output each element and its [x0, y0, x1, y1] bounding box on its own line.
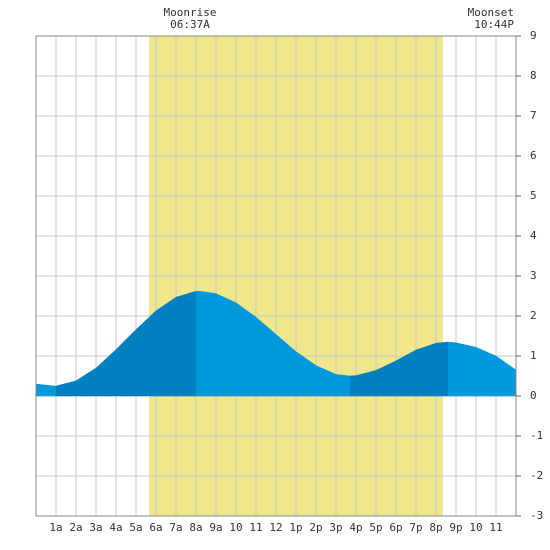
x-tick-label: 1a — [49, 521, 62, 534]
tide-area — [447, 341, 457, 397]
moonrise-title: Moonrise — [164, 6, 217, 19]
x-tick-label: 3a — [89, 521, 102, 534]
x-tick-label: 8a — [189, 521, 202, 534]
x-tick-label: 12 — [269, 521, 282, 534]
y-tick-label: 7 — [530, 109, 537, 122]
tide-area — [155, 296, 177, 397]
x-tick-label: 11 — [249, 521, 262, 534]
x-tick-label: 6p — [389, 521, 402, 534]
x-tick-label: 1p — [289, 521, 302, 534]
tide-area — [199, 290, 217, 397]
tide-area — [475, 346, 497, 397]
x-tick-label: 10 — [469, 521, 482, 534]
x-tick-label: 6a — [149, 521, 162, 534]
tide-area — [495, 355, 517, 397]
y-tick-label: 9 — [530, 29, 537, 42]
tide-area — [215, 293, 237, 397]
moonrise-time: 06:37A — [170, 18, 210, 31]
x-tick-label: 4p — [349, 521, 362, 534]
y-tick-label: 1 — [530, 349, 537, 362]
y-tick-label: 8 — [530, 69, 537, 82]
plot-frame — [35, 35, 517, 517]
y-tick-label: -2 — [530, 469, 543, 482]
tide-area — [115, 328, 137, 397]
x-tick-label: 11 — [489, 521, 502, 534]
tide-area — [455, 342, 477, 397]
x-tick-label: 3p — [329, 521, 342, 534]
y-tick-label: 6 — [530, 149, 537, 162]
y-tick-label: -1 — [530, 429, 543, 442]
x-tick-label: 2a — [69, 521, 82, 534]
tide-area — [175, 290, 197, 397]
x-tick-label: 10 — [229, 521, 242, 534]
tide-area — [195, 290, 201, 397]
tide-area — [435, 341, 449, 397]
y-tick-label: -3 — [530, 509, 543, 522]
x-tick-label: 7p — [409, 521, 422, 534]
tide-area — [349, 375, 357, 397]
y-tick-label: 3 — [530, 269, 537, 282]
tide-area — [135, 310, 157, 397]
x-tick-label: 9a — [209, 521, 222, 534]
x-tick-label: 8p — [429, 521, 442, 534]
moonset-title: Moonset — [468, 6, 514, 19]
tide-area — [95, 349, 117, 397]
tide-area — [75, 367, 97, 397]
x-tick-label: 4a — [109, 521, 122, 534]
tide-area — [55, 380, 77, 397]
y-tick-label: 5 — [530, 189, 537, 202]
x-tick-label: 7a — [169, 521, 182, 534]
x-tick-label: 9p — [449, 521, 462, 534]
x-tick-label: 5a — [129, 521, 142, 534]
x-tick-label: 5p — [369, 521, 382, 534]
y-tick-label: 4 — [530, 229, 537, 242]
tide-area — [35, 383, 55, 397]
x-tick-label: 2p — [309, 521, 322, 534]
y-tick-label: 0 — [530, 389, 537, 402]
tide-area — [53, 385, 57, 397]
moonset-time: 10:44P — [474, 18, 514, 31]
tide-area — [415, 342, 437, 397]
y-tick-label: 2 — [530, 309, 537, 322]
tide-area — [235, 302, 257, 397]
tide-area — [335, 374, 351, 397]
